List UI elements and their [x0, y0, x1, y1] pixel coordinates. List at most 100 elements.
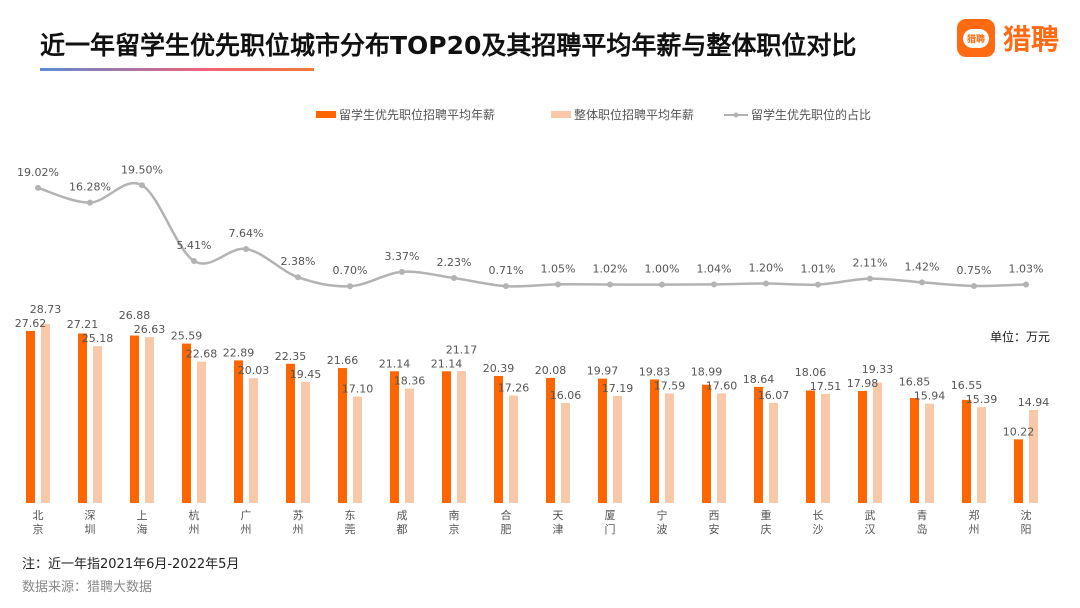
- share-value-label: 0.75%: [957, 264, 992, 277]
- x-tick-label: 肥: [501, 523, 512, 536]
- bar-value-label: 20.08: [535, 364, 567, 377]
- bar-overseas: [78, 333, 87, 503]
- share-point: [971, 282, 977, 289]
- x-tick-label: 成: [397, 509, 408, 522]
- data-source: 数据来源：猎聘大数据: [22, 580, 153, 595]
- x-tick-label: 东: [345, 509, 356, 522]
- x-tick-label: 门: [605, 522, 616, 536]
- bar-value-label: 17.19: [602, 382, 634, 395]
- bar-value-label: 21.14: [431, 357, 463, 370]
- bar-overall: [301, 381, 310, 503]
- bar-overseas: [910, 398, 919, 503]
- bar-overseas: [962, 399, 971, 503]
- bar-overall: [405, 388, 414, 503]
- bar-overseas: [494, 375, 503, 503]
- share-value-label: 19.02%: [17, 166, 59, 179]
- share-point: [555, 281, 561, 288]
- bar-overseas: [650, 379, 659, 503]
- bar-overseas: [182, 343, 191, 503]
- legend-label: 留学生优先职位的占比: [751, 108, 872, 122]
- share-value-label: 19.50%: [121, 163, 163, 176]
- title-underline: [40, 68, 314, 71]
- share-point: [399, 268, 405, 275]
- bar-value-label: 26.88: [119, 309, 151, 322]
- x-tick-label: 长: [813, 509, 824, 522]
- bar-value-label: 17.51: [810, 380, 842, 393]
- logo-icon: 猎聘: [957, 19, 995, 57]
- share-point: [87, 199, 93, 206]
- bar-overseas: [806, 390, 815, 503]
- footnote: 注：近一年指2021年6月-2022年5月: [22, 557, 240, 572]
- share-value-label: 2.11%: [853, 257, 888, 270]
- share-value-label: 0.71%: [489, 264, 524, 277]
- share-point: [1023, 281, 1029, 288]
- share-value-label: 2.23%: [437, 256, 472, 269]
- bar-value-label: 18.06: [795, 366, 827, 379]
- x-tick-label: 北: [33, 509, 44, 522]
- share-point: [295, 274, 301, 281]
- bar-value-label: 16.85: [899, 376, 931, 389]
- bar-overseas: [1014, 439, 1023, 503]
- x-tick-label: 合: [501, 508, 512, 522]
- x-tick-label: 海: [137, 522, 148, 536]
- bar-overseas: [598, 378, 607, 503]
- share-value-label: 1.04%: [697, 262, 732, 275]
- bar-value-label: 14.94: [1018, 396, 1050, 409]
- x-tick-label: 南: [449, 509, 460, 522]
- bar-value-label: 17.60: [706, 379, 738, 392]
- bar-value-label: 18.36: [394, 375, 426, 388]
- bar-overseas: [442, 371, 451, 503]
- bar-overseas: [702, 384, 711, 503]
- bar-overall: [561, 402, 570, 503]
- share-point: [35, 184, 41, 191]
- share-value-label: 1.20%: [749, 262, 784, 275]
- bar-overall: [41, 324, 50, 503]
- bar-overall: [93, 346, 102, 503]
- bar-value-label: 16.07: [758, 389, 790, 402]
- share-point: [711, 281, 717, 288]
- x-tick-label: 沈: [1021, 508, 1032, 522]
- share-point: [919, 279, 925, 286]
- x-tick-label: 重: [761, 508, 772, 522]
- x-tick-label: 州: [241, 523, 252, 536]
- x-tick-label: 郑: [969, 508, 980, 522]
- x-tick-label: 京: [449, 522, 460, 536]
- x-tick-label: 庆: [761, 522, 772, 536]
- bar-value-label: 27.21: [67, 318, 99, 331]
- x-tick-label: 州: [969, 523, 980, 536]
- bar-overall: [717, 393, 726, 503]
- x-tick-label: 厦: [605, 509, 616, 522]
- bar-value-label: 16.06: [550, 389, 582, 402]
- share-point: [763, 280, 769, 287]
- bar-value-label: 17.98: [847, 377, 879, 390]
- x-tick-label: 州: [189, 523, 200, 536]
- bar-overall: [873, 382, 882, 503]
- bar-overseas: [130, 335, 139, 503]
- bar-overall: [821, 393, 830, 503]
- bar-overall: [613, 395, 622, 503]
- share-point: [607, 281, 613, 288]
- bar-value-label: 15.94: [914, 390, 946, 403]
- bar-overall: [457, 371, 466, 503]
- x-tick-label: 圳: [85, 523, 96, 536]
- bar-value-label: 19.97: [587, 365, 619, 378]
- share-point: [451, 275, 457, 282]
- bar-overseas: [26, 330, 35, 503]
- chart-legend: 留学生优先职位招聘平均年薪 整体职位招聘平均年薪 留学生优先职位的占比: [316, 106, 871, 123]
- share-value-label: 1.05%: [541, 262, 576, 275]
- bar-value-label: 18.64: [743, 373, 775, 386]
- legend-swatch: [316, 111, 336, 118]
- bar-overall: [249, 378, 258, 503]
- bar-overall: [509, 395, 518, 503]
- bar-value-label: 27.62: [15, 317, 47, 330]
- logo-bubble-text: 猎聘: [962, 28, 989, 48]
- bar-value-label: 16.55: [951, 379, 983, 392]
- bar-overall: [665, 393, 674, 503]
- share-point: [191, 257, 197, 264]
- bar-value-label: 19.83: [639, 365, 671, 378]
- share-value-label: 1.01%: [801, 263, 836, 276]
- legend-item-2: 留学生优先职位的占比: [724, 106, 871, 123]
- bar-overall: [197, 361, 206, 503]
- x-tick-label: 沙: [813, 523, 824, 536]
